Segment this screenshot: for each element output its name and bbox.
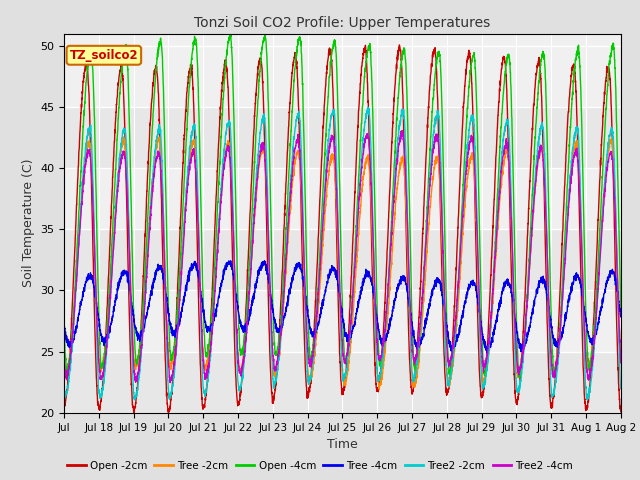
Text: TZ_soilco2: TZ_soilco2 bbox=[70, 49, 138, 62]
X-axis label: Time: Time bbox=[327, 438, 358, 451]
Y-axis label: Soil Temperature (C): Soil Temperature (C) bbox=[22, 159, 35, 288]
Bar bbox=[64, 229, 621, 290]
Bar bbox=[64, 107, 621, 168]
Legend: Open -2cm, Tree -2cm, Open -4cm, Tree -4cm, Tree2 -2cm, Tree2 -4cm: Open -2cm, Tree -2cm, Open -4cm, Tree -4… bbox=[63, 456, 577, 475]
Bar bbox=[64, 352, 621, 413]
Title: Tonzi Soil CO2 Profile: Upper Temperatures: Tonzi Soil CO2 Profile: Upper Temperatur… bbox=[195, 16, 490, 30]
